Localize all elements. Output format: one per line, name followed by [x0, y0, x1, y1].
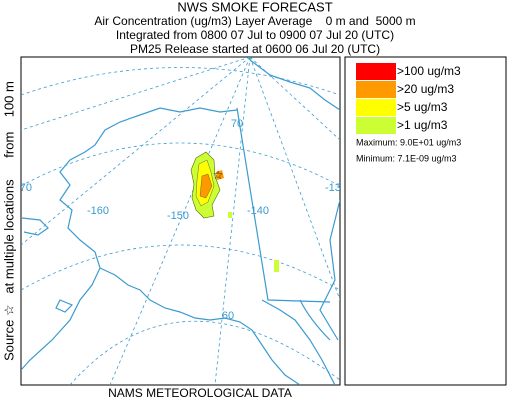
- subtitle: PM25 Release started at 0600 06 Jul 20 (…: [130, 42, 380, 56]
- legend-label: >5 ug/m3: [397, 100, 448, 114]
- legend: >100 ug/m3 >20 ug/m3 >5 ug/m3 >1 ug/m3 Maxim…: [344, 56, 507, 386]
- legend-swatch: [356, 81, 396, 98]
- subtitle: Air Concentration (ug/m3) Layer Average …: [94, 14, 415, 28]
- smoke-plume: ☆: [190, 151, 279, 272]
- legend-maximum: Maximum: 9.0E+01 ug/m3: [356, 137, 461, 147]
- graticule-label: 60: [222, 310, 234, 322]
- side-label: Source ☆ at multiple locations from 100 …: [1, 81, 16, 361]
- graticule-label: -130: [325, 182, 347, 194]
- graticule-label: -170: [10, 182, 32, 194]
- legend-swatch: [356, 99, 396, 116]
- footer: NAMS METEOROLOGICAL DATA: [108, 386, 292, 400]
- graticule-label: 70: [231, 118, 243, 130]
- source-marker: ☆: [213, 168, 224, 182]
- legend-label: >1 ug/m3: [397, 118, 448, 132]
- subtitle: Integrated from 0800 07 Jul to 0900 07 J…: [116, 28, 394, 42]
- graticule-label: -150: [167, 210, 189, 222]
- graticule-label: -160: [87, 205, 109, 217]
- legend-minimum: Minimum: 7.1E-09 ug/m3: [356, 153, 457, 163]
- legend-swatch: [356, 63, 396, 80]
- legend-label: >20 ug/m3: [397, 82, 454, 96]
- legend-swatch: [356, 117, 396, 134]
- border: [236, 107, 331, 303]
- legend-label: >100 ug/m3: [397, 64, 461, 78]
- title: NWS SMOKE FORECAST: [177, 0, 332, 14]
- coastline: [21, 59, 340, 385]
- graticule-label: -140: [247, 205, 269, 217]
- map: ☆ 70 -170 -160 -150 -140 -130 60: [10, 56, 347, 386]
